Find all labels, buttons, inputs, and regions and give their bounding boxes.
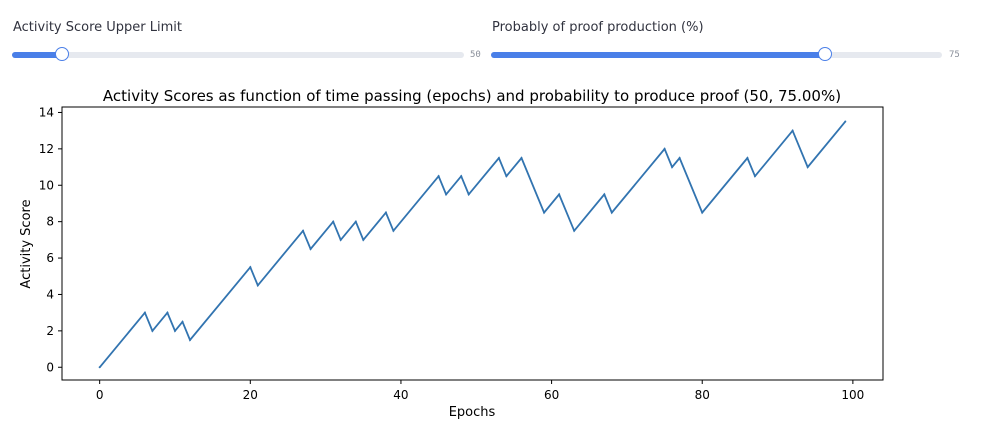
x-tick-label: 60 — [544, 388, 559, 402]
data-point — [437, 175, 440, 178]
data-point — [302, 229, 305, 232]
data-point — [746, 156, 749, 159]
slider-track[interactable] — [12, 47, 464, 61]
chart-title: Activity Scores as function of time pass… — [103, 87, 841, 105]
slider-track[interactable] — [491, 47, 942, 61]
data-point — [806, 166, 809, 169]
data-point — [392, 229, 395, 232]
y-tick-label: 2 — [46, 324, 54, 338]
data-point — [701, 211, 704, 214]
y-tick-label: 0 — [46, 360, 54, 374]
data-point — [753, 175, 756, 178]
y-tick-label: 10 — [39, 178, 54, 192]
y-tick-label: 8 — [46, 215, 54, 229]
data-point — [791, 129, 794, 132]
data-point — [610, 211, 613, 214]
data-point — [362, 238, 365, 241]
slider-max-label: 75 — [949, 50, 960, 60]
data-point — [460, 175, 463, 178]
slider-max-label: 50 — [470, 50, 481, 60]
data-point — [332, 220, 335, 223]
data-point — [166, 311, 169, 314]
data-point — [520, 156, 523, 159]
data-point — [143, 311, 146, 314]
data-point — [467, 193, 470, 196]
data-point — [671, 166, 674, 169]
activity-score-series-line — [99, 121, 846, 368]
x-tick-label: 100 — [841, 388, 864, 402]
data-point — [249, 266, 252, 269]
slider-fill — [12, 52, 62, 58]
activity-score-line-chart: Activity Scores as function of time pass… — [19, 87, 884, 420]
data-point — [339, 238, 342, 241]
data-point — [678, 156, 681, 159]
slider-label: Probably of proof production (%) — [492, 20, 704, 35]
activity-score-upper-limit-slider[interactable]: Activity Score Upper Limit 50 — [12, 20, 481, 61]
data-point — [173, 329, 176, 332]
x-tick-label: 80 — [695, 388, 710, 402]
y-tick-label: 4 — [46, 287, 54, 301]
data-point — [384, 211, 387, 214]
x-axis: 0 20 40 60 80 100 — [96, 380, 864, 402]
y-axis-label: Activity Score — [19, 199, 34, 288]
data-point — [189, 338, 192, 341]
data-point — [497, 156, 500, 159]
slider-thumb[interactable] — [818, 47, 832, 61]
slider-fill — [491, 52, 825, 58]
data-points — [98, 120, 847, 369]
y-tick-label: 12 — [39, 142, 54, 156]
data-point — [505, 175, 508, 178]
data-point — [151, 329, 154, 332]
x-tick-label: 20 — [243, 388, 258, 402]
y-tick-label: 14 — [39, 105, 54, 119]
plot-frame — [61, 106, 884, 381]
slider-thumb[interactable] — [55, 47, 69, 61]
data-point — [558, 193, 561, 196]
proof-probability-slider[interactable]: Probably of proof production (%) 75 — [491, 20, 960, 61]
data-point — [603, 193, 606, 196]
data-point — [573, 229, 576, 232]
data-point — [98, 366, 101, 369]
slider-label: Activity Score Upper Limit — [13, 20, 183, 35]
data-point — [309, 247, 312, 250]
data-point — [181, 320, 184, 323]
x-tick-label: 40 — [393, 388, 408, 402]
data-point — [663, 147, 666, 150]
x-tick-label: 0 — [96, 388, 104, 402]
data-point — [256, 284, 259, 287]
data-point — [354, 220, 357, 223]
y-axis: 0 2 4 6 8 10 12 14 — [39, 105, 62, 374]
x-axis-label: Epochs — [449, 405, 496, 420]
data-point — [844, 120, 847, 123]
y-tick-label: 6 — [46, 251, 54, 265]
data-point — [445, 193, 448, 196]
data-point — [543, 211, 546, 214]
